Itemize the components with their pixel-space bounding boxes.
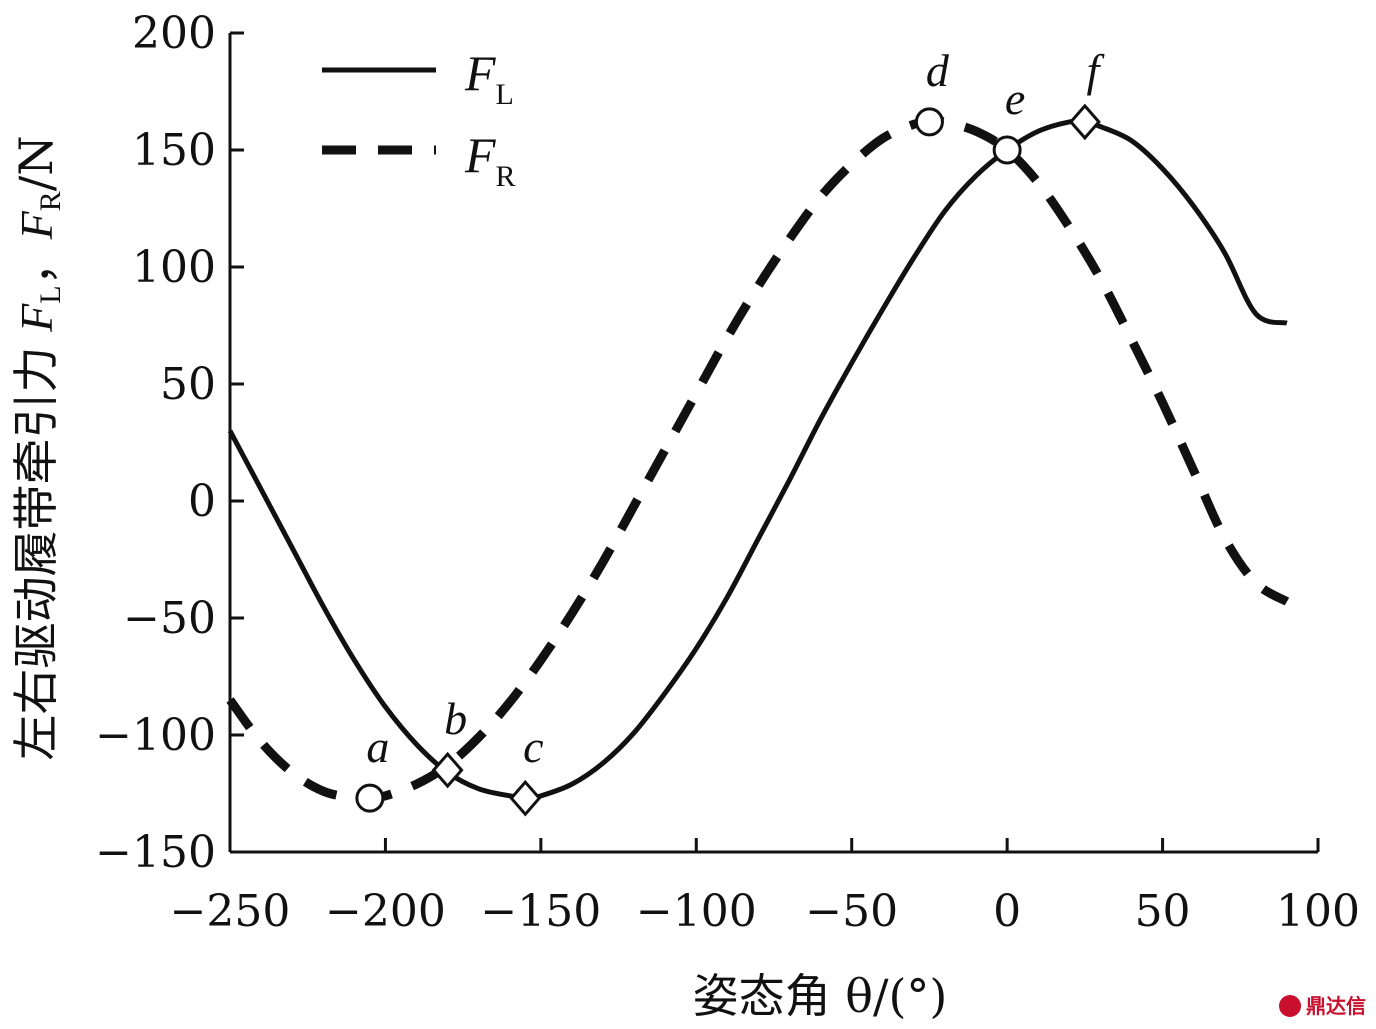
- y-tick-label: 150: [132, 125, 216, 176]
- point-label-c: c: [523, 721, 543, 772]
- axes: [228, 33, 1318, 854]
- y-tick-label: −150: [95, 827, 216, 878]
- watermark-text: 鼎达信: [1306, 994, 1366, 1018]
- series-line-fl: [227, 118, 1288, 801]
- y-tick-label: 100: [132, 242, 216, 293]
- x-tick-label: −200: [325, 886, 446, 937]
- y-tick-label: −100: [95, 710, 216, 761]
- y-tick-label: 200: [132, 8, 216, 59]
- y-tick-label: 50: [160, 359, 216, 410]
- ticks: −250 −200 −150 −100 −50 0 50 100 −150 −100 −50 0 50 1…: [95, 8, 1360, 937]
- x-tick-label: 100: [1276, 886, 1360, 937]
- x-tick-label: −100: [636, 886, 757, 937]
- watermark: 鼎达信: [1279, 994, 1366, 1018]
- series-line-fr: [226, 116, 1290, 804]
- x-tick-label: −50: [805, 886, 898, 937]
- legend-label-fr: FR: [464, 127, 516, 193]
- point-marker-a: [355, 783, 385, 813]
- y-axis-label: 左右驱动履带牵引力 FL，FR/N: [9, 136, 67, 761]
- point-marker-b: [431, 751, 464, 789]
- x-tick-label: −250: [170, 886, 291, 937]
- series-lines: [226, 116, 1290, 804]
- point-marker-f: [1068, 103, 1101, 141]
- y-tick-label: 0: [188, 476, 216, 527]
- point-marker-e: [992, 135, 1022, 165]
- x-axis-label: 姿态角 θ/(°): [693, 969, 948, 1023]
- point-label-a: a: [366, 721, 389, 772]
- legend-label-fl: FL: [464, 45, 514, 111]
- point-marker-d: [914, 107, 944, 137]
- point-label-b: b: [444, 693, 467, 744]
- point-label-e: e: [1005, 73, 1025, 124]
- watermark-logo-icon: [1279, 995, 1301, 1017]
- legend: FL FR: [322, 45, 516, 193]
- x-tick-label: −150: [480, 886, 601, 937]
- y-tick-label: −50: [123, 593, 216, 644]
- point-label-f: f: [1086, 45, 1105, 96]
- x-tick-label: 50: [1135, 886, 1191, 937]
- x-tick-label: 0: [993, 886, 1021, 937]
- point-label-d: d: [926, 45, 950, 96]
- point-marker-c: [509, 779, 542, 817]
